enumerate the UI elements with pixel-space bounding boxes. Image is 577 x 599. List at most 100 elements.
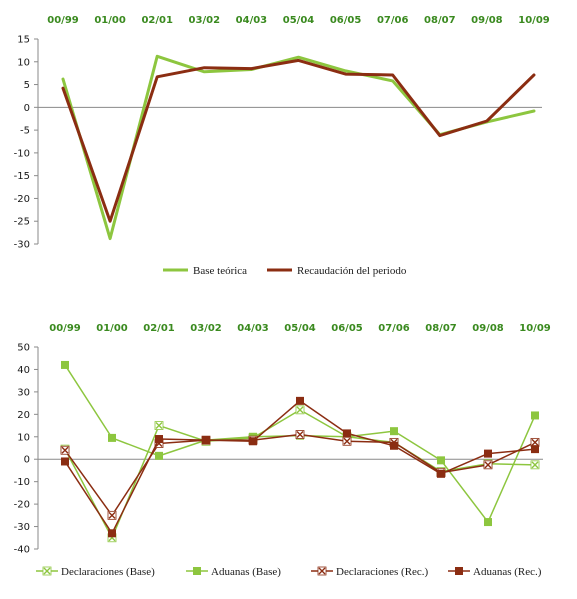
data-point-cross xyxy=(296,406,304,414)
data-point xyxy=(202,436,210,445)
y-tick-label: -20 xyxy=(14,500,30,511)
legend-label: Aduanas (Base) xyxy=(211,566,281,578)
data-point xyxy=(342,436,352,446)
legend: Base teórica Recaudación del periodo xyxy=(163,265,407,277)
legend-label: Declaraciones (Rec.) xyxy=(336,566,429,578)
series-2 xyxy=(61,360,539,527)
data-point xyxy=(296,396,304,405)
x-tick-label: 03/02 xyxy=(189,15,221,26)
y-tick-label: -30 xyxy=(14,522,30,533)
x-tick-label: 05/04 xyxy=(283,15,315,26)
y-tick-label: 0 xyxy=(24,103,30,114)
series-line xyxy=(64,409,536,539)
legend-swatch-marker-cross xyxy=(43,567,51,575)
y-tick-label: 10 xyxy=(17,57,30,68)
x-tick-label: 03/02 xyxy=(190,323,222,334)
data-point xyxy=(155,435,163,444)
x-tick-label: 04/03 xyxy=(237,323,269,334)
legend-item: Declaraciones (Base) xyxy=(36,566,155,578)
legend: Declaraciones (Base) Aduanas (Base) Declar… xyxy=(36,566,542,578)
y-tick-label: -40 xyxy=(14,545,30,556)
data-point xyxy=(484,518,492,527)
legend-swatch-marker xyxy=(42,566,52,576)
legend-item: Declaraciones (Rec.) xyxy=(311,566,429,578)
x-tick-label: 09/08 xyxy=(472,323,504,334)
x-tick-label: 04/03 xyxy=(236,15,268,26)
chart-1: 15 10 5 0 -5 -10 -15 -20 -25 -30 00/99 01/00 02/01 03… xyxy=(14,15,550,277)
x-tick-label: 09/08 xyxy=(471,15,503,26)
legend-swatch-marker xyxy=(317,566,327,576)
y-tick-label: 15 xyxy=(17,35,30,46)
x-tick-label: 10/09 xyxy=(519,323,551,334)
y-tick-label: 0 xyxy=(24,455,30,466)
x-tick-label: 05/04 xyxy=(284,323,316,334)
legend-item: Aduanas (Base) xyxy=(186,566,281,578)
y-tick-label: -10 xyxy=(14,477,30,488)
data-point-cross xyxy=(296,431,304,439)
y-tick-label: 40 xyxy=(17,365,30,376)
data-point xyxy=(107,510,117,520)
y-tick-label: 10 xyxy=(17,432,30,443)
data-point xyxy=(483,460,493,470)
legend-swatch-marker-cross xyxy=(318,567,326,575)
y-tick-label: -20 xyxy=(14,194,30,205)
y-tick-label: -25 xyxy=(14,217,30,228)
data-point xyxy=(390,427,398,436)
data-point xyxy=(155,451,163,460)
series-3 xyxy=(60,430,540,520)
data-point xyxy=(249,437,257,446)
x-tick-label: 06/05 xyxy=(330,15,362,26)
x-tick-label: 08/07 xyxy=(424,15,456,26)
data-point xyxy=(531,445,539,454)
x-tick-label: 08/07 xyxy=(425,323,457,334)
data-point xyxy=(530,437,540,447)
data-point-cross xyxy=(531,461,539,469)
data-point xyxy=(295,405,305,415)
legend-label: Base teórica xyxy=(193,265,247,277)
legend-label: Declaraciones (Base) xyxy=(61,566,155,578)
y-tick-label: -30 xyxy=(14,240,30,251)
data-point xyxy=(343,429,351,438)
data-point-cross xyxy=(343,437,351,445)
series-line xyxy=(64,364,536,523)
legend-swatch-marker xyxy=(455,567,463,575)
x-tick-label: 06/05 xyxy=(331,323,363,334)
data-point xyxy=(531,411,539,420)
series-2 xyxy=(61,58,536,223)
series-4 xyxy=(61,396,539,538)
data-point-cross xyxy=(155,422,163,430)
x-tick-label: 01/00 xyxy=(96,323,128,334)
x-tick-label: 01/00 xyxy=(94,15,126,26)
data-point xyxy=(60,445,70,455)
y-tick-label: -10 xyxy=(14,148,30,159)
x-tick-label: 02/01 xyxy=(143,323,175,334)
legend-item: Base teórica xyxy=(163,265,247,277)
x-tick-label: 07/06 xyxy=(377,15,409,26)
data-point-cross xyxy=(531,438,539,446)
x-tick-label: 02/01 xyxy=(141,15,173,26)
x-tick-label: 00/99 xyxy=(47,15,79,26)
data-point xyxy=(437,469,445,478)
y-tick-label: 20 xyxy=(17,410,30,421)
legend-item: Recaudación del periodo xyxy=(267,265,407,277)
data-point xyxy=(390,441,398,450)
data-point-cross xyxy=(61,446,69,454)
y-tick-label: 30 xyxy=(17,387,30,398)
data-point xyxy=(530,460,540,470)
data-point-cross xyxy=(108,511,116,519)
x-tick-label: 07/06 xyxy=(378,323,410,334)
legend-item: Aduanas (Rec.) xyxy=(448,566,542,578)
data-point xyxy=(154,421,164,430)
y-tick-label: -15 xyxy=(14,171,30,182)
data-point xyxy=(295,430,305,439)
x-tick-label: 00/99 xyxy=(49,323,81,334)
y-tick-label: 50 xyxy=(17,343,30,354)
legend-label: Aduanas (Rec.) xyxy=(473,566,542,578)
data-point xyxy=(61,360,69,369)
legend-label: Recaudación del periodo xyxy=(297,265,407,277)
y-tick-label: -5 xyxy=(20,126,30,137)
data-point-cross xyxy=(484,461,492,469)
data-point xyxy=(108,433,116,442)
